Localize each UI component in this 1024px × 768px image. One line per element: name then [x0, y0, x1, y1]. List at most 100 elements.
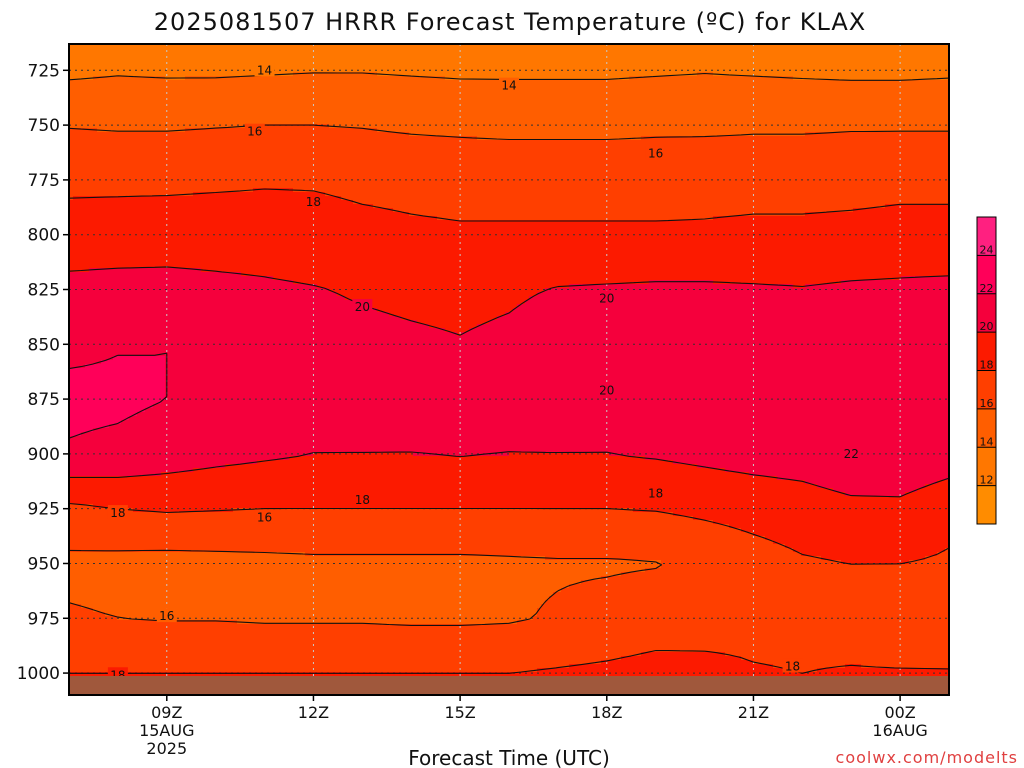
temperature-cell: [217, 80, 222, 85]
temperature-cell: [745, 84, 750, 89]
temperature-cell: [401, 128, 406, 133]
temperature-cell: [189, 120, 194, 125]
temperature-cell: [629, 48, 634, 53]
temperature-cell: [861, 108, 866, 113]
temperature-cell: [413, 100, 418, 105]
temperature-cell: [289, 100, 294, 105]
temperature-cell: [109, 88, 114, 93]
temperature-cell: [321, 104, 326, 109]
temperature-cell: [341, 132, 346, 137]
temperature-cell: [85, 116, 90, 121]
temperature-cell: [445, 116, 450, 121]
temperature-cell: [425, 120, 430, 125]
temperature-cell: [353, 48, 358, 53]
temperature-cell: [761, 116, 766, 121]
temperature-cell: [89, 124, 94, 129]
temperature-cell: [929, 128, 934, 133]
temperature-cell: [505, 116, 510, 121]
temperature-cell: [329, 88, 334, 93]
temperature-cell: [385, 124, 390, 129]
temperature-cell: [213, 124, 218, 129]
temperature-cell: [105, 44, 110, 49]
temperature-cell: [653, 48, 658, 53]
temperature-cell: [529, 80, 534, 85]
temperature-cell: [525, 92, 530, 97]
temperature-cell: [225, 100, 230, 105]
temperature-cell: [149, 92, 154, 97]
temperature-cell: [233, 48, 238, 53]
temperature-cell: [321, 116, 326, 121]
temperature-cell: [697, 80, 702, 85]
temperature-cell: [185, 92, 190, 97]
temperature-cell: [713, 64, 718, 69]
temperature-cell: [437, 100, 442, 105]
temperature-cell: [533, 96, 538, 101]
temperature-cell: [829, 100, 834, 105]
temperature-cell: [349, 124, 354, 129]
temperature-cell: [217, 76, 222, 81]
temperature-cell: [557, 108, 562, 113]
temperature-cell: [621, 92, 626, 97]
temperature-cell: [225, 80, 230, 85]
temperature-cell: [837, 88, 842, 93]
temperature-cell: [945, 120, 949, 125]
temperature-cell: [573, 88, 578, 93]
temperature-cell: [301, 44, 306, 49]
temperature-cell: [101, 116, 106, 121]
temperature-cell: [385, 80, 390, 85]
temperature-cell: [505, 44, 510, 49]
temperature-cell: [601, 52, 606, 57]
temperature-cell: [725, 96, 730, 101]
temperature-cell: [297, 60, 302, 65]
temperature-cell: [157, 80, 162, 85]
temperature-cell: [357, 68, 362, 73]
temperature-cell: [841, 52, 846, 57]
temperature-cell: [629, 96, 634, 101]
temperature-cell: [109, 120, 114, 125]
temperature-cell: [697, 56, 702, 61]
temperature-cell: [353, 112, 358, 117]
temperature-cell: [693, 112, 698, 117]
temperature-cell: [773, 68, 778, 73]
temperature-cell: [101, 124, 106, 129]
temperature-cell: [449, 80, 454, 85]
temperature-cell: [833, 80, 838, 85]
temperature-cell: [585, 120, 590, 125]
chart-title: 2025081507 HRRR Forecast Temperature (ºC…: [154, 8, 866, 36]
temperature-cell: [277, 48, 282, 53]
temperature-cell: [525, 132, 530, 137]
temperature-cell: [449, 128, 454, 133]
temperature-cell: [869, 104, 874, 109]
temperature-cell: [429, 96, 434, 101]
temperature-cell: [481, 104, 486, 109]
temperature-cell: [169, 108, 174, 113]
temperature-cell: [729, 124, 734, 129]
temperature-cell: [449, 100, 454, 105]
temperature-cell: [377, 88, 382, 93]
temperature-cell: [533, 72, 538, 77]
temperature-cell: [505, 60, 510, 65]
temperature-cell: [197, 108, 202, 113]
temperature-cell: [445, 120, 450, 125]
temperature-cell: [177, 124, 182, 129]
temperature-cell: [653, 68, 658, 73]
temperature-cell: [873, 76, 878, 81]
temperature-cell: [413, 44, 418, 49]
temperature-cell: [281, 128, 286, 133]
temperature-cell: [917, 84, 922, 89]
temperature-cell: [389, 76, 394, 81]
temperature-cell: [365, 60, 370, 65]
temperature-cell: [665, 56, 670, 61]
temperature-cell: [277, 128, 282, 133]
temperature-cell: [385, 112, 390, 117]
temperature-cell: [201, 60, 206, 65]
temperature-cell: [373, 88, 378, 93]
temperature-cell: [277, 80, 282, 85]
temperature-cell: [293, 112, 298, 117]
temperature-cell: [869, 56, 874, 61]
temperature-cell: [237, 44, 242, 49]
temperature-cell: [805, 52, 810, 57]
temperature-cell: [141, 84, 146, 89]
temperature-cell: [369, 108, 374, 113]
temperature-cell: [245, 108, 250, 113]
